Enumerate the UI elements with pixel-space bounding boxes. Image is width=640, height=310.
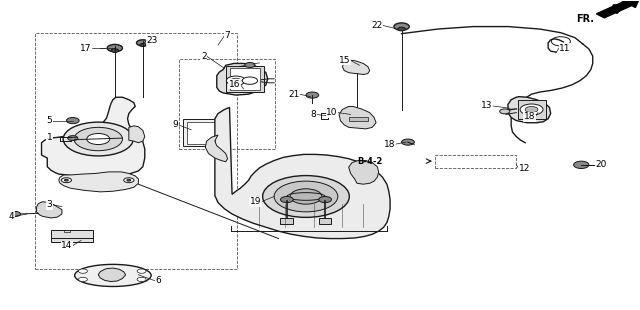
Text: B-4-2: B-4-2 (357, 157, 383, 166)
Text: 3: 3 (47, 200, 52, 209)
Circle shape (397, 27, 405, 31)
Circle shape (500, 109, 510, 114)
Polygon shape (215, 107, 390, 239)
Bar (518, 100, 546, 119)
Text: 5: 5 (47, 116, 52, 125)
Circle shape (10, 211, 20, 216)
Text: 2: 2 (201, 51, 207, 60)
Circle shape (87, 134, 109, 144)
Text: 19: 19 (250, 197, 261, 206)
Text: 13: 13 (481, 101, 492, 110)
Circle shape (61, 178, 72, 183)
Text: 8: 8 (310, 110, 316, 119)
Circle shape (245, 63, 255, 68)
Circle shape (573, 161, 589, 169)
Circle shape (74, 127, 122, 151)
Circle shape (79, 269, 88, 273)
Text: 6: 6 (156, 277, 161, 286)
Bar (226, 66, 264, 92)
Circle shape (140, 43, 146, 46)
Text: 14: 14 (61, 241, 73, 250)
Circle shape (63, 122, 133, 156)
Polygon shape (99, 268, 125, 281)
Circle shape (107, 44, 122, 52)
FancyArrow shape (596, 0, 639, 18)
Circle shape (401, 139, 414, 145)
Polygon shape (339, 106, 376, 129)
Bar (435, 155, 516, 168)
Text: 18: 18 (524, 112, 536, 121)
Text: 4: 4 (8, 212, 14, 221)
Circle shape (124, 178, 134, 183)
Text: FR.: FR. (576, 14, 594, 24)
Ellipse shape (75, 264, 151, 286)
Text: 9: 9 (173, 120, 179, 129)
Circle shape (280, 197, 293, 203)
Circle shape (137, 269, 146, 273)
Text: 7: 7 (225, 31, 230, 40)
Text: 23: 23 (147, 36, 158, 45)
Circle shape (231, 78, 241, 83)
Circle shape (290, 189, 322, 204)
Bar (183, 119, 220, 146)
Circle shape (111, 49, 118, 52)
Circle shape (243, 77, 257, 84)
Bar (179, 59, 275, 149)
Circle shape (319, 197, 332, 203)
Circle shape (127, 179, 131, 181)
Bar (319, 218, 332, 224)
Bar (280, 218, 293, 224)
Polygon shape (217, 64, 268, 95)
Circle shape (520, 104, 543, 115)
Circle shape (262, 175, 349, 217)
Circle shape (306, 92, 319, 98)
Polygon shape (42, 97, 145, 179)
Text: 11: 11 (559, 44, 570, 53)
Text: 22: 22 (371, 21, 383, 30)
Text: 17: 17 (81, 44, 92, 53)
Polygon shape (205, 135, 228, 162)
Circle shape (65, 179, 68, 181)
Circle shape (67, 117, 79, 124)
Text: 20: 20 (595, 160, 607, 169)
Text: 1: 1 (47, 133, 52, 142)
Bar (51, 230, 93, 241)
Circle shape (525, 106, 538, 113)
Bar (188, 122, 216, 144)
Circle shape (79, 277, 88, 281)
Polygon shape (59, 172, 138, 192)
Bar (35, 33, 237, 269)
Text: 10: 10 (326, 108, 338, 117)
Text: 12: 12 (519, 164, 530, 173)
Text: 15: 15 (339, 56, 351, 65)
Circle shape (137, 277, 146, 281)
Circle shape (274, 181, 338, 212)
Circle shape (68, 136, 78, 140)
Polygon shape (129, 126, 145, 143)
Circle shape (394, 23, 409, 30)
Text: 21: 21 (288, 90, 300, 99)
Bar (230, 68, 260, 90)
Polygon shape (36, 202, 62, 218)
Circle shape (227, 76, 246, 85)
Polygon shape (342, 60, 370, 74)
Text: 18: 18 (384, 140, 395, 149)
Bar (349, 117, 368, 121)
Polygon shape (349, 161, 379, 184)
Text: 16: 16 (229, 80, 241, 89)
Polygon shape (508, 97, 550, 123)
Circle shape (136, 40, 149, 46)
